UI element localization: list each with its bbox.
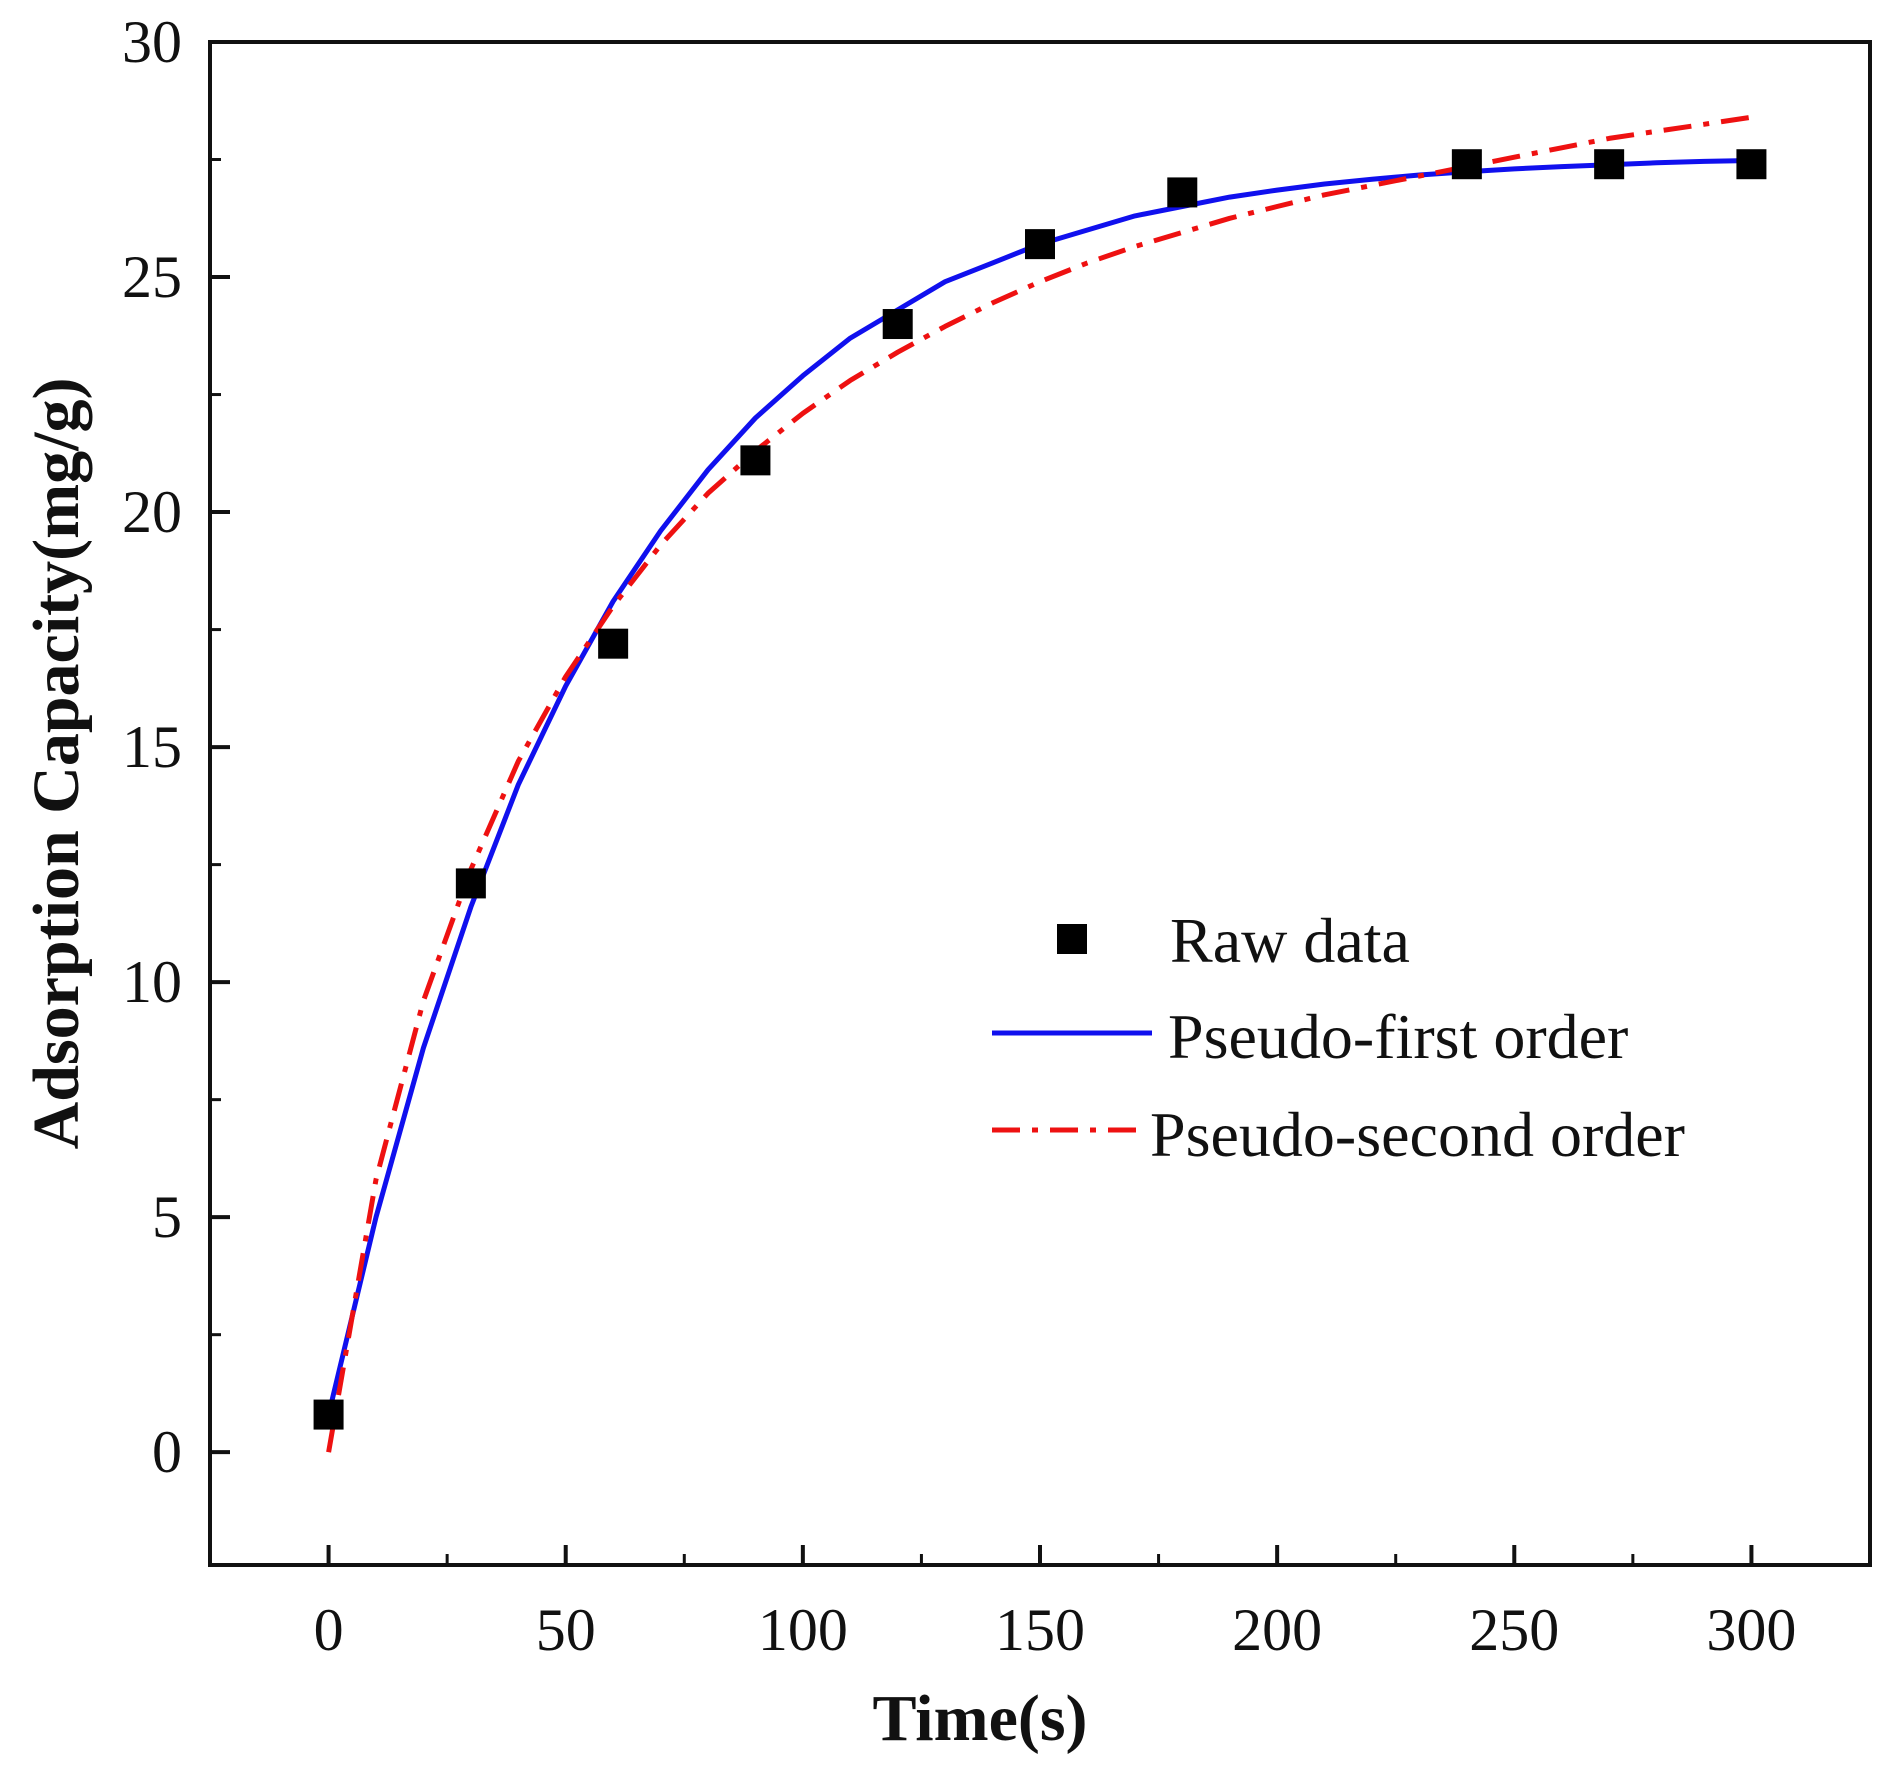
legend-label-pseudo-second-order: Pseudo-second order (1150, 1099, 1685, 1170)
data-point-raw (882, 309, 913, 340)
data-point-raw (1736, 149, 1767, 180)
legend-marker-raw-data (1057, 924, 1087, 954)
x-tick-label: 200 (1232, 1597, 1322, 1663)
x-tick-label: 100 (758, 1597, 848, 1663)
tick-labels: 0 50 100 150 200 250 300 0 5 10 15 20 25 30 (122, 9, 1796, 1663)
data-point-raw (455, 868, 486, 899)
data-point-raw (1451, 149, 1482, 180)
x-tick-label: 150 (995, 1597, 1085, 1663)
series-line-pseudo-second-order (326, 114, 1752, 1453)
legend-label-raw-data: Raw data (1170, 905, 1410, 976)
x-tick-label: 300 (1706, 1597, 1796, 1663)
y-tick-label: 25 (122, 244, 182, 310)
data-point-raw (313, 1399, 344, 1430)
x-tick-label: 50 (536, 1597, 596, 1663)
data-point-raw (1594, 149, 1625, 180)
data-point-raw (1025, 229, 1055, 260)
x-axis-title: Time(s) (872, 1682, 1087, 1755)
axis-ticks (210, 40, 1754, 1565)
y-axis-title: Adsorption Capacity(mg/g) (20, 378, 93, 1150)
y-tick-label: 15 (122, 714, 182, 780)
data-point-raw (1167, 177, 1198, 208)
data-point-raw (740, 445, 771, 476)
legend: Raw data Pseudo-first order Pseudo-secon… (992, 905, 1685, 1170)
series-points (313, 149, 1767, 1430)
y-tick-label: 20 (122, 479, 182, 545)
data-point-raw (598, 628, 629, 659)
y-tick-label: 5 (152, 1184, 182, 1250)
legend-label-pseudo-first-order: Pseudo-first order (1168, 1001, 1628, 1072)
y-tick-label: 30 (122, 9, 182, 75)
y-tick-label: 0 (152, 1419, 182, 1485)
y-tick-label: 10 (122, 949, 182, 1015)
x-tick-label: 250 (1469, 1597, 1559, 1663)
x-tick-label: 0 (314, 1597, 344, 1663)
